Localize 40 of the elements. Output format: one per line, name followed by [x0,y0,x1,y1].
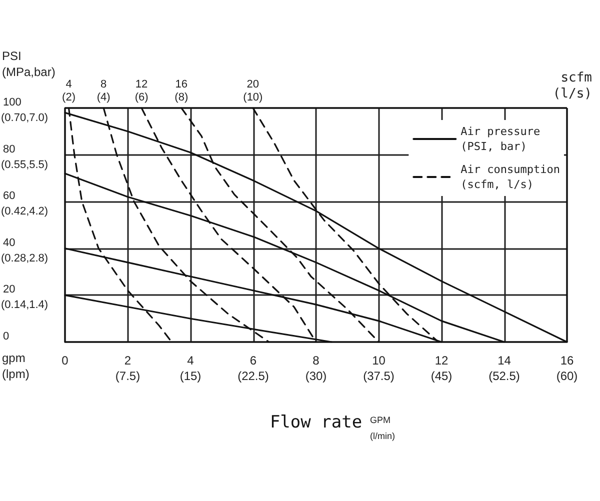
x2-tick-label: (52.5) [488,369,520,383]
text: (0.42,4.2) [1,206,48,218]
y-axis-title: PSI (MPa,bar) [2,49,56,79]
x2-tick-label: (22.5) [238,369,269,383]
y-tick-label: 100 [3,96,22,108]
y-tick-label: 20 [3,284,16,296]
text: (0.55,5.5) [1,158,48,171]
x2-tick-label: (15) [180,369,202,383]
annotation: 4 (2) [62,78,76,104]
x-tick-label: 0 [62,354,69,368]
x-tick-label: 4 [187,354,194,368]
x2-tick-label: (7.5) [115,369,140,383]
x-tick-label: 6 [250,354,257,368]
x2-tick-label: (37.5) [363,369,394,383]
text: gpm (lpm) [2,351,30,381]
legend-label: Air consumption (scfm, l/s) [460,163,560,191]
x-axis-title: Flow rate [270,412,362,432]
annotation: 16 (8) [174,78,188,104]
x-tick-label: 16 [560,354,574,368]
annotation: 12 (6) [134,78,148,104]
y-tick-label: 0 [3,330,10,342]
x2-tick-label: (60) [556,369,578,383]
x2-tick-label: (30) [305,369,327,383]
annotation: 8 (4) [96,78,110,104]
x2-tick-label: (45) [430,369,452,383]
x-tick-label: 2 [124,354,132,368]
x-tick-label: 10 [372,354,386,368]
annotation: 20 (10) [243,78,263,104]
text: scfm (l/s) [552,70,592,102]
y-tick-label: 40 [3,236,16,249]
text: GPM (l/min) [370,415,395,441]
y-tick-label: 60 [3,190,16,202]
x-tick-label: 14 [498,354,512,368]
text: (0.28,2.8) [1,252,48,264]
text: (0.14,1.4) [1,299,48,312]
y-tick-label: 80 [3,143,16,156]
text: (0.70,7.0) [1,112,48,124]
x-tick-label: 12 [434,354,448,368]
legend-label: Air pressure (PSI, bar) [460,125,540,153]
x-tick-label: 8 [312,354,320,368]
